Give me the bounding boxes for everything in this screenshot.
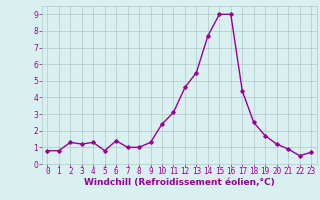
X-axis label: Windchill (Refroidissement éolien,°C): Windchill (Refroidissement éolien,°C) — [84, 178, 275, 187]
